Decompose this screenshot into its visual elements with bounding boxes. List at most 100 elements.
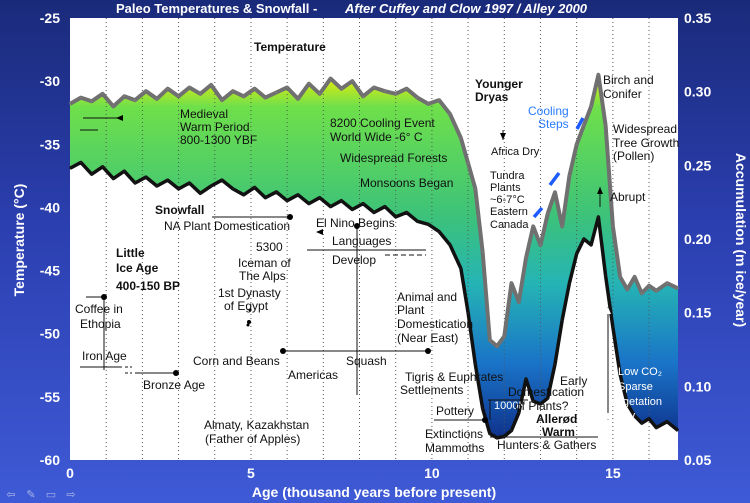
annotation-label: Medieval [180, 107, 228, 121]
snowfall-point [467, 311, 469, 314]
annotation-label: of Plants? [515, 399, 569, 413]
temperature-point [416, 96, 419, 99]
annotation-label: Almaty, Kazakhstan [204, 418, 309, 432]
temperature-point [329, 77, 332, 80]
annotation-label: Tree Growth [613, 136, 679, 150]
annotation-label: (Father of Apples) [205, 432, 300, 446]
snowfall-point [394, 216, 397, 218]
snowfall-point [666, 420, 668, 423]
snowfall-point [80, 161, 82, 164]
temperature-point [568, 175, 571, 177]
snowfall-point [641, 422, 643, 424]
annotation-label: Corn and Beans [193, 354, 280, 368]
annotation-label: Canada [490, 219, 529, 231]
temperature-point [460, 137, 462, 139]
annotation-label: Little [116, 246, 145, 260]
annotation-label: ~6-7°C [490, 194, 525, 206]
temperature-point [405, 87, 408, 90]
annotation-label: Develop [332, 253, 376, 267]
snowfall-point [481, 407, 484, 410]
temperature-point [373, 86, 375, 89]
snowfall-point [496, 437, 498, 439]
y-tick-right: 0.10 [684, 378, 711, 394]
pen-icon[interactable]: ✎ [26, 489, 36, 501]
annotation-label: Younger [475, 77, 523, 91]
annotation-label: Widespread Forests [340, 151, 447, 165]
annotation-marks [80, 117, 609, 438]
temperature-point [253, 87, 256, 90]
prev-arrow-icon[interactable]: ⇦ [6, 489, 16, 501]
snowfall-point [340, 199, 343, 202]
snowfall-point [123, 170, 126, 173]
temperature-point [489, 339, 491, 341]
y-tick-left: -60 [40, 452, 60, 468]
annotation-label: 400-150 BP [116, 279, 180, 293]
annotation-label: Mammoths [425, 441, 484, 455]
axis-ticks: Paleo Temperatures & Snowfall - After Cu… [11, 1, 749, 500]
y-tick-left: -30 [40, 73, 60, 89]
temperature-point [275, 91, 278, 94]
snowfall-point [145, 176, 147, 178]
temperature-point [619, 276, 621, 278]
snowfall-point [438, 230, 440, 233]
snowfall-point [166, 179, 169, 181]
annotation-label: Plant [397, 303, 425, 317]
snowfall-point [177, 188, 180, 190]
temperature-point [264, 96, 267, 99]
snowfall-point [405, 211, 408, 214]
temperature-point [362, 95, 364, 98]
temperature-point [210, 84, 212, 86]
annotation-label: 5300 [256, 240, 283, 254]
temperature-point [384, 90, 386, 93]
snowfall-point [489, 432, 491, 435]
annotation-label: Dryas [475, 90, 509, 104]
snowfall-point [460, 267, 462, 270]
snowfall-point [362, 202, 364, 205]
annotation-label: World Wide -6° C [330, 130, 423, 144]
snowfall-point [242, 194, 245, 196]
annotation-label: Ice Age [116, 261, 159, 275]
temperature-point [80, 96, 82, 99]
annotation-label: Low CO₂ [618, 366, 662, 378]
annotation-label: Vegetation [610, 396, 662, 408]
y-axis-label-right: Accumulation (m ice/year) [733, 153, 749, 327]
temperature-point [340, 87, 343, 90]
annotation-label: Steps [538, 117, 569, 131]
y-tick-right: 0.25 [684, 157, 711, 173]
annotation-label: Sparse [618, 381, 653, 393]
annotation-label: Conifer [603, 87, 642, 101]
snowfall-point [677, 429, 679, 432]
snowfall-point [525, 378, 527, 380]
annotation-label: Snowfall [155, 203, 204, 217]
snowfall-series-line [69, 160, 680, 440]
snowfall-point [427, 223, 430, 226]
snowfall-point [510, 429, 513, 432]
annotation-label: Coffee in [75, 302, 123, 316]
temperature-point [575, 143, 578, 146]
snowfall-point [221, 179, 223, 181]
chart-title: Paleo Temperatures & Snowfall - [116, 1, 317, 16]
temperature-point [112, 105, 115, 108]
temperature-point [525, 257, 527, 259]
next-arrow-icon[interactable]: ⇨ [66, 489, 76, 501]
y-tick-right: 0.35 [684, 10, 711, 26]
snowfall-point [297, 194, 299, 196]
annotation-label: Widespread [613, 122, 677, 136]
snowfall-point [286, 199, 288, 202]
annotation-label: of Egypt [224, 299, 269, 313]
annotation-label: Abrupt [610, 190, 646, 204]
snowfall-point [69, 167, 71, 170]
temperature-point [590, 105, 592, 108]
y-axis-label-left: Temperature (°C) [11, 184, 27, 297]
annotation-label: Squash [346, 354, 387, 368]
temperature-point [583, 124, 585, 127]
temperature-point [474, 187, 477, 190]
temperature-point [612, 225, 614, 228]
snowfall-point [101, 166, 104, 168]
annotation-label: Tundra [490, 170, 525, 182]
annotation-label: Iceman of [238, 256, 291, 270]
temperature-point [166, 87, 169, 90]
temperature-point [69, 103, 71, 105]
slides-icon[interactable]: ▭ [45, 489, 57, 501]
